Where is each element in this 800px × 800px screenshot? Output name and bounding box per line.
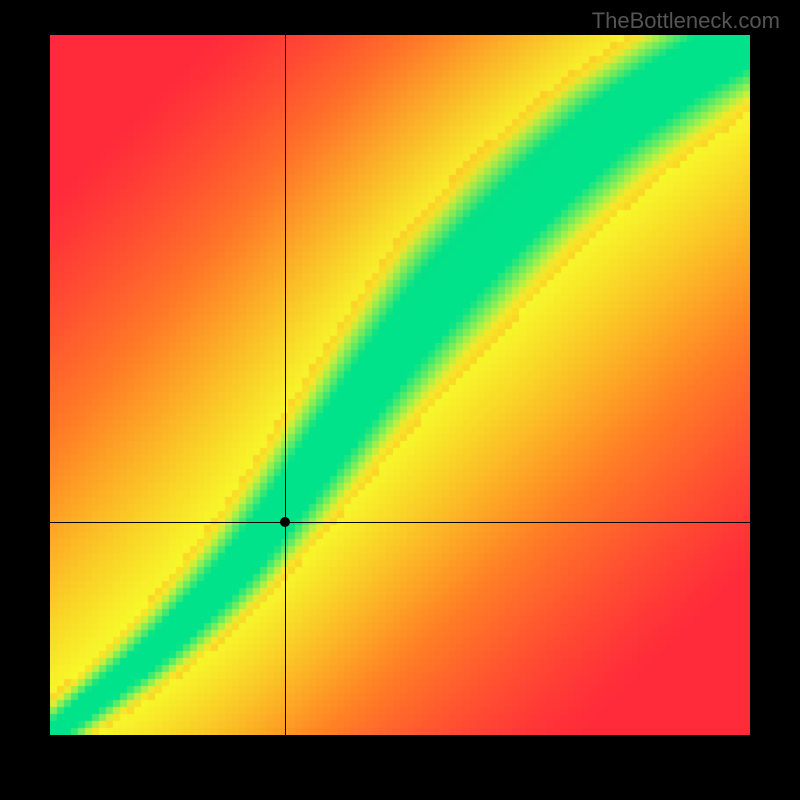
crosshair-horizontal <box>50 522 750 523</box>
crosshair-vertical <box>285 35 286 735</box>
selection-marker <box>280 517 290 527</box>
plot-area <box>50 35 750 735</box>
watermark-text: TheBottleneck.com <box>592 8 780 34</box>
chart-container: TheBottleneck.com <box>0 0 800 800</box>
heatmap-canvas <box>50 35 750 735</box>
